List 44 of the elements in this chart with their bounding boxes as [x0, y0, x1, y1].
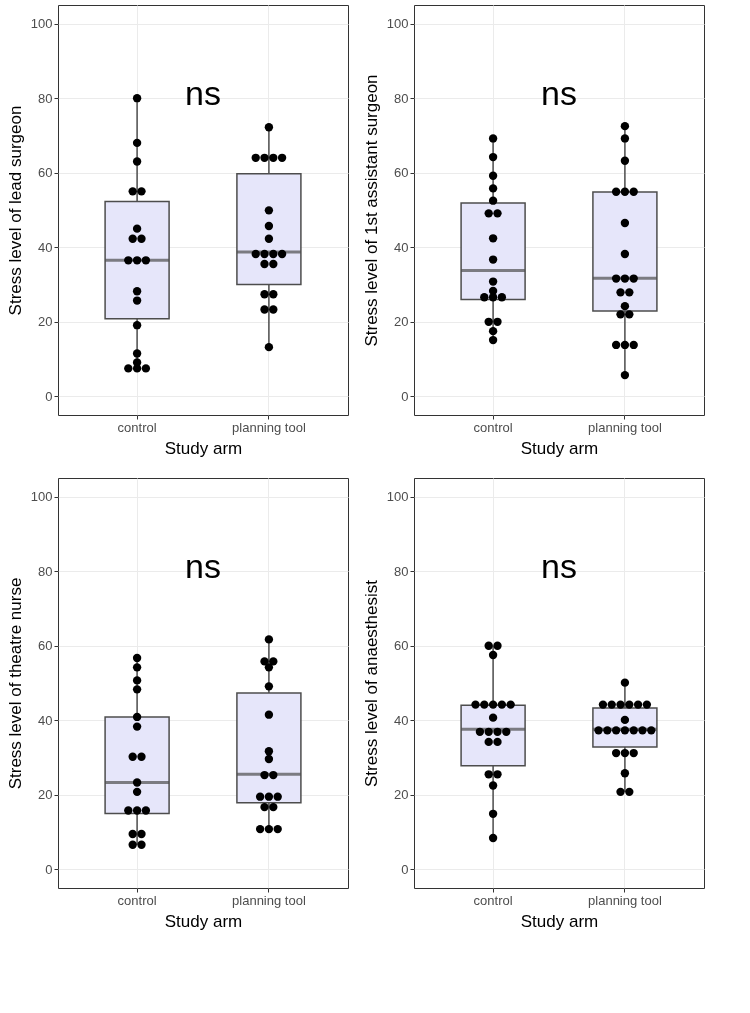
y-tick-label: 60	[38, 638, 53, 654]
y-tick-label: 60	[394, 165, 409, 181]
y-tick-label: 20	[38, 787, 53, 803]
y-tick-label: 60	[394, 638, 409, 654]
y-tick-label: 100	[386, 16, 409, 32]
y-tick-label: 100	[30, 16, 53, 32]
y-axis-title: Stress level of theatre nurse	[5, 577, 25, 790]
x-tick-label: control	[117, 419, 157, 435]
y-tick-label: 40	[38, 239, 53, 255]
annotation: ns	[185, 547, 221, 586]
x-axis-title: Study arm	[520, 438, 599, 458]
x-tick-label: planning tool	[232, 419, 306, 435]
x-tick-label: control	[473, 419, 513, 435]
x-tick-label: control	[473, 892, 513, 908]
y-axis-title: Stress level of 1st assistant surgeon	[361, 74, 381, 347]
x-axis-title: Study arm	[520, 911, 599, 931]
y-tick-label: 0	[401, 861, 409, 877]
y-tick-label: 80	[394, 90, 409, 106]
x-tick-label: control	[117, 892, 157, 908]
y-tick-label: 0	[401, 388, 409, 404]
x-axis-title: Study arm	[164, 438, 243, 458]
y-axis-title: Stress level of lead surgeon	[5, 105, 25, 316]
x-tick-label: planning tool	[232, 892, 306, 908]
y-tick-label: 20	[394, 314, 409, 330]
x-tick-label: planning tool	[588, 892, 662, 908]
y-tick-label: 60	[38, 165, 53, 181]
y-tick-label: 80	[38, 563, 53, 579]
y-tick-label: 40	[38, 712, 53, 728]
y-tick-label: 0	[45, 861, 53, 877]
y-axis-title: Stress level of anaesthesist	[361, 579, 381, 787]
y-tick-label: 40	[394, 712, 409, 728]
y-tick-label: 80	[38, 90, 53, 106]
x-tick-label: planning tool	[588, 419, 662, 435]
annotation: ns	[541, 74, 577, 113]
y-tick-label: 0	[45, 388, 53, 404]
y-tick-label: 100	[30, 489, 53, 505]
y-tick-label: 100	[386, 489, 409, 505]
y-tick-label: 20	[394, 787, 409, 803]
x-axis-title: Study arm	[164, 911, 243, 931]
annotation: ns	[185, 74, 221, 113]
annotation: ns	[541, 547, 577, 586]
y-tick-label: 80	[394, 563, 409, 579]
y-tick-label: 20	[38, 314, 53, 330]
y-tick-label: 40	[394, 239, 409, 255]
